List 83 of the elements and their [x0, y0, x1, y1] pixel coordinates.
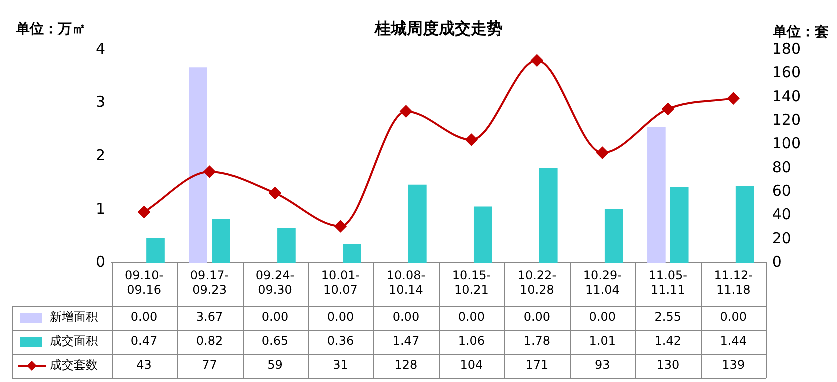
x-tick-label: 11.05-11.11 — [648, 268, 688, 297]
x-tick-label: 11.12-11.18 — [714, 268, 753, 297]
data-label: 0.00 — [589, 310, 616, 324]
x-tick-label: 10.08-10.14 — [386, 268, 426, 297]
data-label: 0.00 — [458, 310, 486, 324]
point — [531, 54, 544, 67]
data-label: 0.00 — [720, 310, 747, 324]
y2-tick-label: 140 — [772, 87, 802, 106]
data-label: 130 — [656, 358, 680, 372]
data-label: 0.00 — [262, 310, 289, 324]
bar — [343, 244, 362, 264]
data-label: 0.00 — [392, 310, 420, 324]
point — [204, 166, 216, 178]
data-label: 171 — [526, 358, 549, 372]
y2-tick-label: 180 — [772, 40, 802, 58]
y-tick-label: 3 — [96, 93, 106, 112]
point — [596, 147, 609, 160]
x-tick-label: 10.29-11.04 — [583, 268, 622, 297]
legend-label: 成交面积 — [50, 334, 98, 348]
data-label: 1.42 — [654, 334, 682, 348]
y2-tick-label: 100 — [772, 134, 802, 153]
x-tick-label: 10.22-10.28 — [518, 268, 557, 297]
y2-tick-label: 20 — [772, 229, 792, 248]
bar — [189, 68, 208, 264]
data-label: 1.47 — [392, 334, 420, 348]
data-label: 59 — [268, 358, 283, 372]
point — [138, 206, 150, 218]
y-tick-label: 2 — [96, 146, 106, 164]
y-tick-label: 1 — [96, 200, 106, 218]
y-tick-label: 4 — [96, 40, 106, 58]
x-tick-label: 09.10-09.16 — [124, 268, 164, 297]
data-label: 1.44 — [720, 334, 747, 348]
bar — [736, 186, 754, 264]
data-label: 0.47 — [130, 334, 158, 348]
data-label: 104 — [460, 358, 484, 372]
data-label: 128 — [394, 358, 418, 372]
bar — [212, 219, 230, 264]
y2-tick-label: 120 — [772, 110, 802, 129]
legend-label: 成交套数 — [50, 358, 98, 372]
data-label: 1.06 — [458, 334, 486, 348]
point — [662, 103, 674, 116]
legend-label: 新增面积 — [50, 310, 98, 324]
bar — [408, 184, 427, 264]
y2-tick-label: 60 — [772, 182, 792, 200]
data-label: 0.00 — [130, 310, 158, 324]
data-label: 77 — [202, 358, 218, 372]
data-label: 2.55 — [654, 310, 682, 324]
data-label: 0.00 — [327, 310, 354, 324]
chart-title: 桂城周度成交走势 — [374, 19, 503, 38]
data-label: 139 — [722, 358, 746, 372]
y2-tick-label: 160 — [772, 64, 802, 82]
bar — [539, 168, 558, 264]
point — [334, 220, 347, 232]
y-tick-label: 0 — [96, 253, 106, 272]
bar — [474, 206, 492, 264]
y-axis-title: 单位：万㎡ — [15, 22, 86, 38]
x-tick-label: 09.17-09.23 — [190, 268, 230, 297]
y2-axis-title: 单位：套 — [772, 24, 829, 41]
y2-tick-label: 80 — [772, 158, 792, 176]
point — [400, 106, 412, 118]
data-label: 31 — [333, 358, 348, 372]
data-label: 1.78 — [524, 334, 551, 348]
point — [728, 92, 740, 105]
data-label: 0.82 — [196, 334, 224, 348]
x-tick-label: 10.01-10.07 — [321, 268, 360, 297]
bar — [670, 188, 689, 264]
point — [269, 187, 282, 200]
bar — [604, 209, 624, 264]
y2-tick-label: 0 — [772, 253, 782, 272]
x-tick-label: 10.15-10.21 — [452, 268, 492, 297]
bar — [146, 238, 165, 264]
data-label: 0.00 — [524, 310, 551, 324]
data-label: 0.65 — [262, 334, 289, 348]
bar — [648, 127, 666, 264]
bar — [278, 228, 296, 264]
y2-tick-label: 40 — [772, 206, 792, 224]
data-label: 3.67 — [196, 310, 224, 324]
data-label: 93 — [595, 358, 610, 372]
x-tick-label: 09.24-09.30 — [256, 268, 295, 297]
data-label: 1.01 — [589, 334, 616, 348]
data-label: 0.36 — [327, 334, 354, 348]
point — [466, 134, 478, 146]
data-label: 43 — [136, 358, 152, 372]
